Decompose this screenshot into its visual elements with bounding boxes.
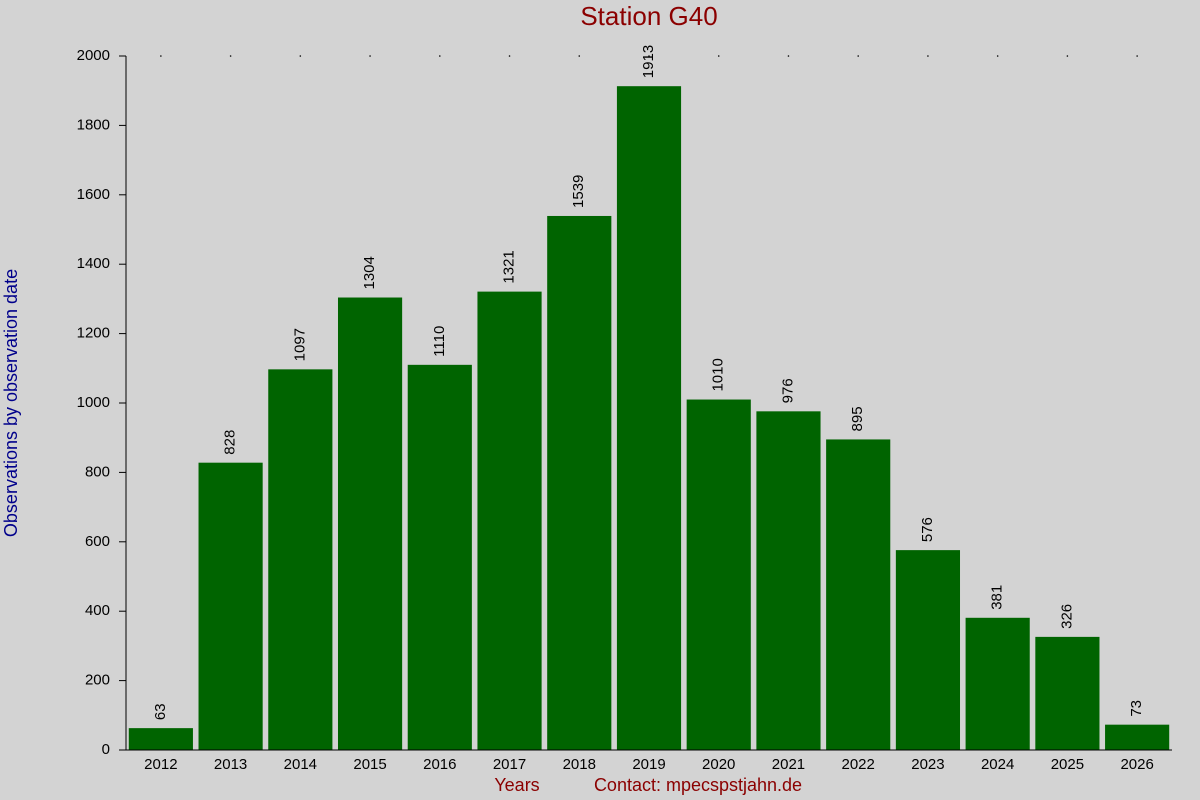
top-tick-dot xyxy=(787,55,790,57)
x-tick-label: 2017 xyxy=(493,756,526,773)
chart-title: Station G40 xyxy=(580,1,717,31)
bar xyxy=(1105,724,1170,750)
value-label: 1097 xyxy=(291,328,308,361)
top-tick-dot xyxy=(648,55,650,57)
bar xyxy=(407,364,472,750)
y-tick-label: 1600 xyxy=(77,186,110,203)
value-label: 895 xyxy=(849,406,866,431)
y-tick-label: 1200 xyxy=(77,325,110,342)
value-label: 381 xyxy=(989,585,1006,610)
top-tick-dot xyxy=(1136,55,1138,57)
y-tick-label: 1400 xyxy=(77,255,110,272)
y-tick-label: 1800 xyxy=(77,116,110,133)
x-tick-label: 2023 xyxy=(911,756,944,773)
top-tick-dot xyxy=(229,55,232,57)
x-tick-label: 2026 xyxy=(1120,756,1153,773)
top-tick-dot xyxy=(1066,55,1069,57)
y-tick-label: 600 xyxy=(85,533,110,550)
bar xyxy=(198,462,263,750)
value-label: 1913 xyxy=(640,45,657,78)
x-tick-label: 2014 xyxy=(284,756,317,773)
top-tick-dot xyxy=(299,55,302,57)
x-tick-label: 2015 xyxy=(353,756,386,773)
bar xyxy=(268,369,333,750)
bar xyxy=(616,86,682,750)
bar xyxy=(965,617,1030,750)
bar xyxy=(686,399,751,750)
top-tick-dot xyxy=(927,55,929,57)
top-tick-dot xyxy=(439,55,441,57)
y-tick-label: 200 xyxy=(85,672,110,689)
value-label: 1321 xyxy=(501,250,518,283)
x-tick-label: 2013 xyxy=(214,756,247,773)
value-label: 1539 xyxy=(570,175,587,208)
value-label: 576 xyxy=(919,517,936,542)
bar xyxy=(477,291,542,750)
x-axis-label: Years xyxy=(494,775,539,795)
top-tick-dot xyxy=(857,55,859,57)
top-tick-dot xyxy=(369,55,371,57)
bar xyxy=(1035,636,1100,750)
x-tick-label: 2025 xyxy=(1051,756,1084,773)
x-tick-label: 2016 xyxy=(423,756,456,773)
value-label: 976 xyxy=(779,378,796,403)
y-tick-label: 800 xyxy=(85,463,110,480)
y-axis-label: Observations by observation date xyxy=(1,269,21,537)
top-tick-dot xyxy=(717,55,720,57)
bar xyxy=(756,411,821,750)
value-label: 73 xyxy=(1128,700,1145,717)
x-tick-label: 2019 xyxy=(632,756,665,773)
top-tick-dot xyxy=(996,55,999,57)
top-tick-dot xyxy=(578,55,581,57)
value-label: 1304 xyxy=(361,256,378,289)
value-label: 828 xyxy=(222,430,239,455)
x-tick-label: 2012 xyxy=(144,756,177,773)
x-tick-label: 2021 xyxy=(772,756,805,773)
y-tick-label: 1000 xyxy=(77,394,110,411)
bar xyxy=(337,297,403,750)
y-tick-label: 0 xyxy=(102,741,110,758)
bar xyxy=(547,215,612,751)
value-label: 63 xyxy=(152,703,169,720)
x-tick-label: 2024 xyxy=(981,756,1014,773)
value-label: 1110 xyxy=(431,326,448,357)
x-tick-label: 2020 xyxy=(702,756,735,773)
top-tick-dot xyxy=(160,55,162,57)
value-label: 1010 xyxy=(710,358,727,391)
bar xyxy=(895,550,961,750)
annotation: Contact: mpecspstjahn.de xyxy=(594,775,802,795)
y-tick-label: 2000 xyxy=(77,47,110,64)
top-tick-dot xyxy=(508,55,511,57)
bar xyxy=(826,439,891,750)
x-tick-label: 2018 xyxy=(563,756,596,773)
value-label: 326 xyxy=(1058,604,1075,629)
x-tick-label: 2022 xyxy=(842,756,875,773)
y-tick-label: 400 xyxy=(85,602,110,619)
bar xyxy=(128,728,193,750)
